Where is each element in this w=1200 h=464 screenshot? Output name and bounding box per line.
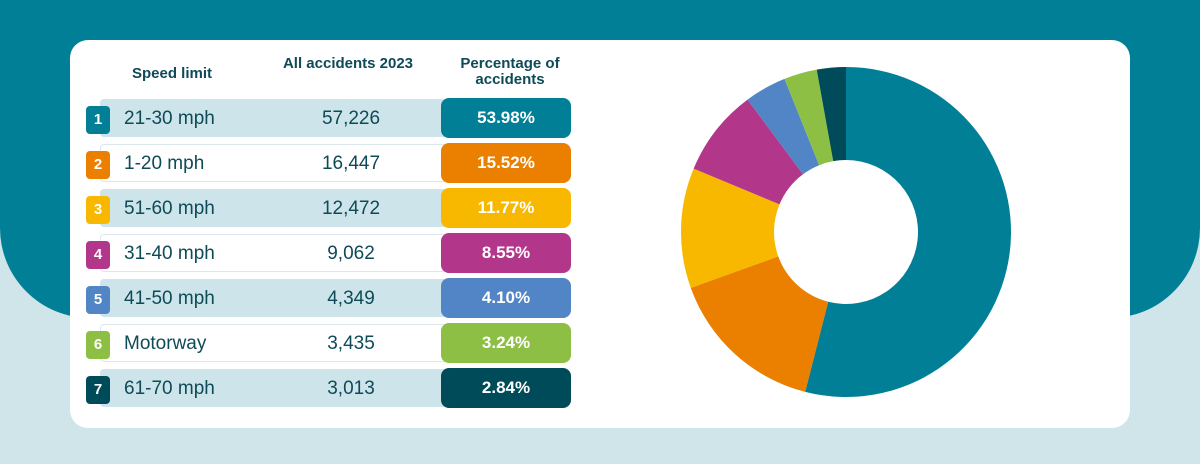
accident-count: 57,226 [321, 108, 381, 129]
row-band [100, 144, 458, 182]
row-band [100, 99, 458, 137]
donut-slice-61-70-mph [816, 67, 846, 162]
speed-limit-label: 51-60 mph [124, 198, 215, 219]
rank-badge: 7 [86, 376, 110, 404]
table-row: 5 41-50 mph 4,349 4.10% [86, 278, 572, 318]
speed-limit-label: 41-50 mph [124, 288, 215, 309]
accident-count: 3,013 [327, 378, 375, 399]
rank-badge: 5 [86, 286, 110, 314]
donut-slice-1-20-mph [690, 256, 829, 392]
percentage-pill: 15.52% [441, 143, 571, 183]
row-band [100, 189, 458, 227]
header-speed-limit: Speed limit [131, 65, 213, 82]
table-row: 7 61-70 mph 3,013 2.84% [86, 368, 572, 408]
chart-card: Speed limit All accidents 2023 Percentag… [70, 40, 1130, 428]
percentage-pill: 11.77% [441, 188, 571, 228]
percentage-pill: 2.84% [441, 368, 571, 408]
donut-slice-motorway [784, 69, 834, 166]
rank-badge: 4 [86, 241, 110, 269]
speed-limit-label: 1-20 mph [124, 153, 205, 174]
percentage-pill: 4.10% [441, 278, 571, 318]
row-band [100, 324, 458, 362]
speed-limit-label: 31-40 mph [124, 243, 215, 264]
rank-badge: 6 [86, 331, 110, 359]
row-band [100, 234, 458, 272]
rank-badge: 1 [86, 106, 110, 134]
table-row: 6 Motorway 3,435 3.24% [86, 323, 572, 363]
accident-count: 4,349 [327, 288, 375, 309]
percentage-pill: 3.24% [441, 323, 571, 363]
rank-badge: 3 [86, 196, 110, 224]
table-row: 2 1-20 mph 16,447 15.52% [86, 143, 572, 183]
table-row: 1 21-30 mph 57,226 53.98% [86, 98, 572, 138]
donut-slice-41-50-mph [747, 78, 820, 175]
donut-slice-31-40-mph [693, 99, 804, 205]
speed-limit-label: Motorway [124, 333, 207, 354]
accident-count: 9,062 [327, 243, 375, 264]
accident-count: 12,472 [321, 198, 381, 219]
row-band [100, 369, 458, 407]
table-row: 3 51-60 mph 12,472 11.77% [86, 188, 572, 228]
accident-count: 16,447 [321, 153, 381, 174]
accident-count: 3,435 [327, 333, 375, 354]
speed-limit-label: 21-30 mph [124, 108, 215, 129]
donut-slice-51-60-mph [681, 168, 780, 288]
percentage-pill: 53.98% [441, 98, 571, 138]
row-band [100, 279, 458, 317]
speed-limit-label: 61-70 mph [124, 378, 215, 399]
percentage-pill: 8.55% [441, 233, 571, 273]
table-row: 4 31-40 mph 9,062 8.55% [86, 233, 572, 273]
header-percentage: Percentage of accidents [460, 55, 560, 88]
rank-badge: 2 [86, 151, 110, 179]
donut-slice-21-30-mph [805, 67, 1012, 397]
donut-chart [681, 67, 1012, 397]
header-all-accidents: All accidents 2023 [282, 55, 414, 72]
